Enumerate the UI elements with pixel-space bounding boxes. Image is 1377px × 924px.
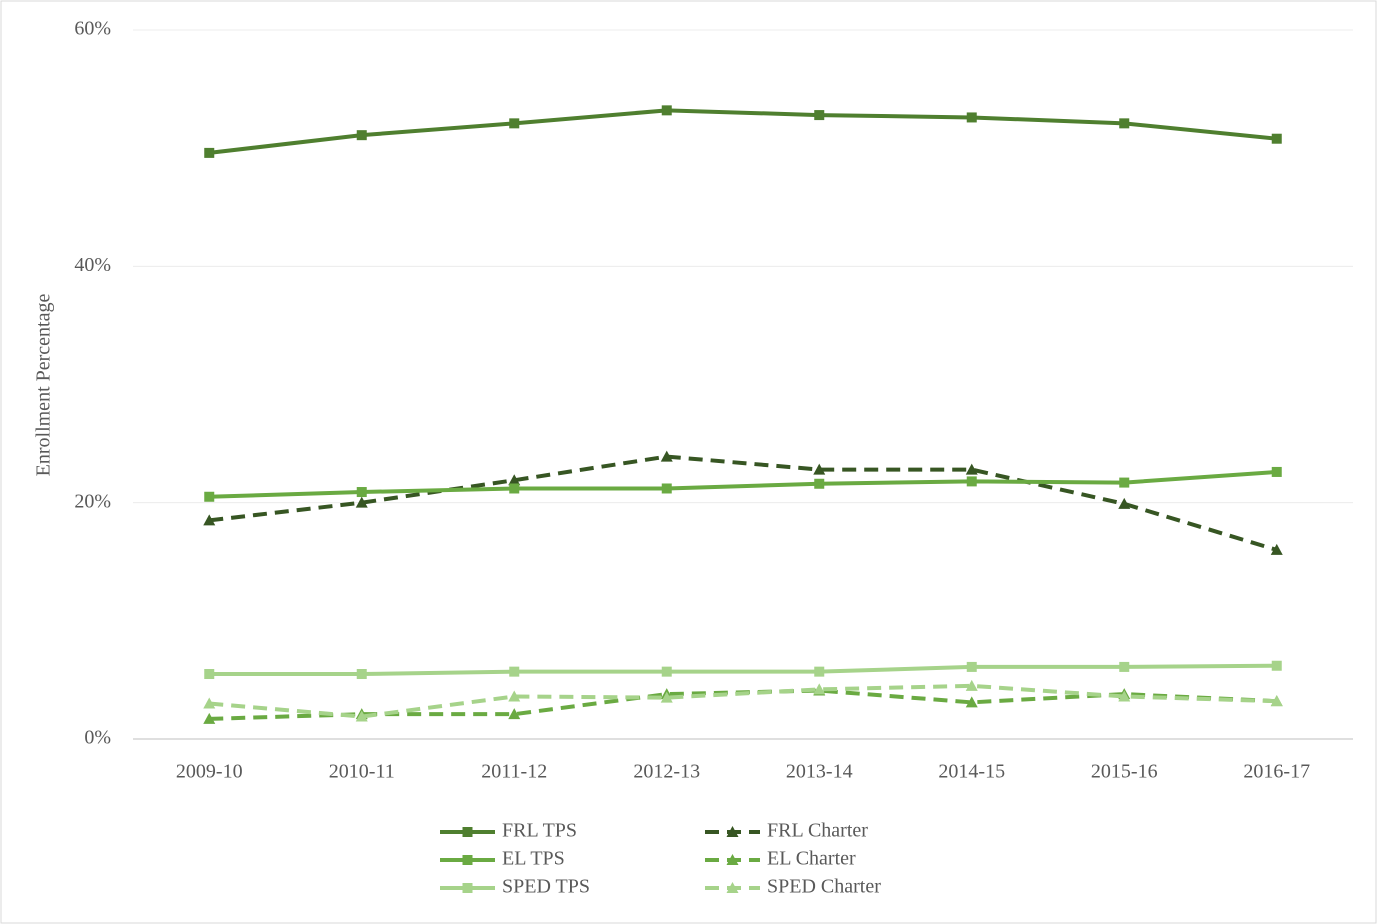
series-line <box>209 454 1278 552</box>
data-point <box>355 496 368 508</box>
legend-label: FRL TPS <box>502 820 577 842</box>
data-point <box>965 463 978 475</box>
legend-marker <box>462 855 473 865</box>
legend-label: SPED TPS <box>502 876 590 898</box>
data-point <box>356 487 367 498</box>
data-point <box>508 708 521 720</box>
x-tick-label: 2009-10 <box>176 761 243 783</box>
data-point <box>1118 690 1131 702</box>
data-point <box>661 483 672 494</box>
data-point <box>1271 133 1282 144</box>
x-tick-label: 2016-17 <box>1243 761 1310 783</box>
data-point <box>508 474 521 486</box>
legend-marker <box>726 826 739 837</box>
data-point <box>966 112 977 123</box>
data-point <box>204 147 215 158</box>
legend-marker <box>462 827 473 837</box>
x-tick-label: 2013-14 <box>786 761 853 783</box>
data-point <box>966 661 977 672</box>
data-point <box>203 712 216 724</box>
data-point <box>1118 497 1131 509</box>
data-point <box>660 691 673 703</box>
y-axis-label: Enrollment Percentage <box>33 294 55 477</box>
data-point <box>1119 661 1130 672</box>
data-point <box>509 483 520 494</box>
data-point <box>661 666 672 677</box>
data-point <box>814 666 825 677</box>
data-point <box>355 710 368 722</box>
data-point <box>1270 695 1283 707</box>
series-line <box>209 683 1277 719</box>
y-tick-label: 60% <box>74 18 111 40</box>
y-tick-label: 20% <box>74 490 111 512</box>
data-point <box>660 450 673 462</box>
data-point <box>965 679 978 691</box>
data-point <box>965 696 978 708</box>
y-tick-label: 40% <box>74 254 111 276</box>
data-point <box>813 683 826 695</box>
data-point <box>814 110 825 121</box>
data-point <box>1119 477 1130 488</box>
data-point <box>509 666 520 677</box>
series-line <box>209 663 1277 677</box>
data-point <box>508 690 521 702</box>
series-line <box>209 469 1277 499</box>
x-tick-label: 2015-16 <box>1091 761 1158 783</box>
data-point <box>1270 543 1283 555</box>
series-line <box>209 108 1277 155</box>
data-point <box>204 491 215 502</box>
x-tick-label: 2011-12 <box>481 761 547 783</box>
data-point <box>814 478 825 489</box>
y-tick-label: 0% <box>84 727 111 749</box>
data-point <box>1119 118 1130 129</box>
data-point <box>813 463 826 475</box>
data-point <box>1271 660 1282 671</box>
x-tick-label: 2012-13 <box>633 761 700 783</box>
legend-marker <box>726 854 739 865</box>
data-point <box>203 514 216 526</box>
legend-label: FRL Charter <box>767 820 868 842</box>
data-point <box>356 669 367 680</box>
x-tick-label: 2010-11 <box>329 761 395 783</box>
data-point <box>661 105 672 116</box>
data-point <box>509 118 520 129</box>
data-point <box>1271 466 1282 477</box>
data-point <box>356 130 367 141</box>
data-point <box>204 669 215 680</box>
legend-marker <box>726 882 739 893</box>
legend-label: SPED Charter <box>767 876 881 898</box>
legend-label: EL Charter <box>767 848 856 870</box>
x-tick-label: 2014-15 <box>938 761 1005 783</box>
legend-label: EL TPS <box>502 848 565 870</box>
data-point <box>203 697 216 709</box>
data-point <box>966 476 977 487</box>
legend-marker <box>462 883 473 893</box>
